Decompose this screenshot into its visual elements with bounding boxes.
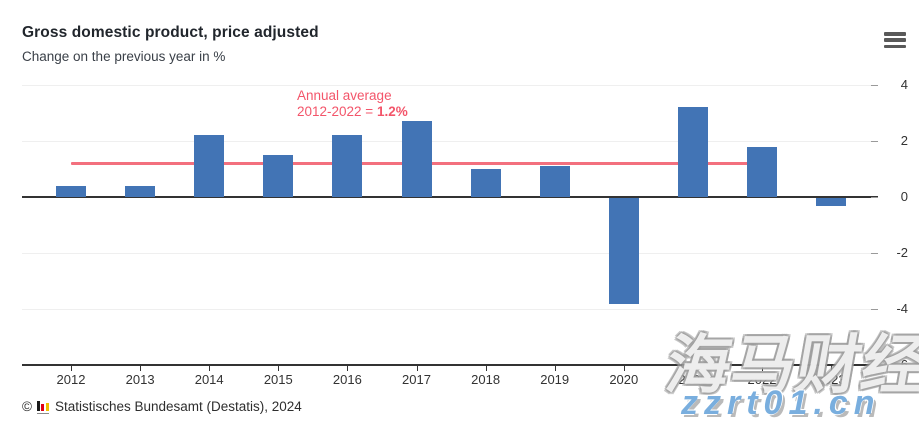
- bar-2018[interactable]: [470, 169, 501, 197]
- bar-2015[interactable]: [263, 155, 294, 197]
- x-axis-label-2016: 2016: [332, 372, 362, 387]
- x-axis-label-2018: 2018: [471, 372, 501, 387]
- logo-bar: [41, 404, 45, 411]
- y-axis-tick-4: [871, 85, 878, 86]
- y-axis-tick--6: [871, 365, 878, 366]
- watermark-url-text: zzrt01.cn: [681, 384, 881, 422]
- bar-2021[interactable]: [677, 107, 708, 197]
- x-axis-tick-2013: [140, 366, 142, 371]
- logo-bar: [45, 403, 49, 411]
- average-annotation-line2: 2012-2022 = 1.2%: [297, 104, 408, 119]
- x-axis-tick-2022: [762, 366, 763, 371]
- x-axis-tick-2015: [278, 366, 280, 371]
- y-axis-tick-2: [871, 141, 878, 142]
- bar-2016[interactable]: [332, 135, 363, 197]
- bar-2013[interactable]: [125, 185, 156, 197]
- x-axis-label-2015: 2015: [263, 372, 293, 387]
- x-axis-tick-2016: [347, 366, 349, 371]
- x-axis-label-2017: 2017: [402, 372, 431, 387]
- menu-bar: [884, 44, 906, 48]
- gridline-4: [22, 85, 878, 86]
- x-axis-tick-2021: [692, 366, 694, 371]
- gridline-2: [22, 141, 878, 142]
- y-axis-tick-0: [871, 197, 878, 198]
- x-axis-label-2021: 2021: [678, 372, 708, 387]
- chart-subtitle: Change on the previous year in %: [22, 49, 226, 64]
- x-axis-tick-2020: [623, 366, 625, 371]
- x-axis-label-2012: 2012: [56, 372, 86, 387]
- y-axis-label-4: 4: [900, 77, 908, 92]
- x-axis-tick-2018: [485, 366, 487, 371]
- gridline--4: [22, 309, 878, 310]
- logo-bar: [36, 401, 40, 411]
- x-axis-tick-2012: [71, 366, 72, 371]
- bar-2012[interactable]: [56, 185, 86, 197]
- gridline--2: [22, 253, 878, 254]
- x-axis-tick-2019: [554, 366, 556, 371]
- x-axis-label-2022: 2022: [747, 372, 777, 387]
- hamburger-menu-icon[interactable]: [884, 32, 906, 48]
- source-footer: © Statistisches Bundesamt (Destatis), 20…: [22, 399, 302, 414]
- average-annotation: Annual average 2012-2022 = 1.2%: [297, 88, 408, 120]
- bar-2023[interactable]: [816, 198, 847, 207]
- bar-2014[interactable]: [194, 135, 225, 197]
- y-axis-label--6: -6: [896, 357, 908, 372]
- bar-2020[interactable]: [608, 198, 639, 305]
- chart-title: Gross domestic product, price adjusted: [22, 24, 319, 41]
- menu-bar: [884, 38, 906, 42]
- y-axis-tick--4: [871, 309, 878, 310]
- gridline--6: [22, 364, 878, 366]
- x-axis-tick-2014: [209, 366, 211, 371]
- y-axis-label--4: -4: [896, 301, 908, 316]
- bar-2022[interactable]: [747, 146, 777, 197]
- x-axis-tick-2017: [416, 366, 418, 371]
- gridline-0: [22, 196, 878, 198]
- x-axis-label-2020: 2020: [609, 372, 639, 387]
- bar-2017[interactable]: [401, 121, 432, 197]
- y-axis-label-0: 0: [900, 189, 908, 204]
- copyright-symbol: ©: [22, 399, 32, 414]
- y-axis-label-2: 2: [900, 133, 908, 148]
- destatis-logo-icon: [36, 399, 49, 414]
- x-axis-label-2014: 2014: [194, 372, 224, 387]
- average-value: 1.2%: [376, 104, 408, 119]
- y-axis-label--2: -2: [896, 245, 908, 260]
- bar-2019[interactable]: [539, 166, 570, 197]
- y-axis-tick--2: [871, 253, 878, 254]
- average-annotation-line1: Annual average: [297, 88, 392, 103]
- x-axis-label-2023: 2023: [816, 372, 846, 387]
- source-text: Statistisches Bundesamt (Destatis), 2024: [54, 399, 302, 414]
- x-axis-tick-2023: [831, 366, 833, 371]
- x-axis-label-2019: 2019: [540, 372, 570, 387]
- menu-bar: [884, 32, 906, 36]
- x-axis-label-2013: 2013: [125, 372, 155, 387]
